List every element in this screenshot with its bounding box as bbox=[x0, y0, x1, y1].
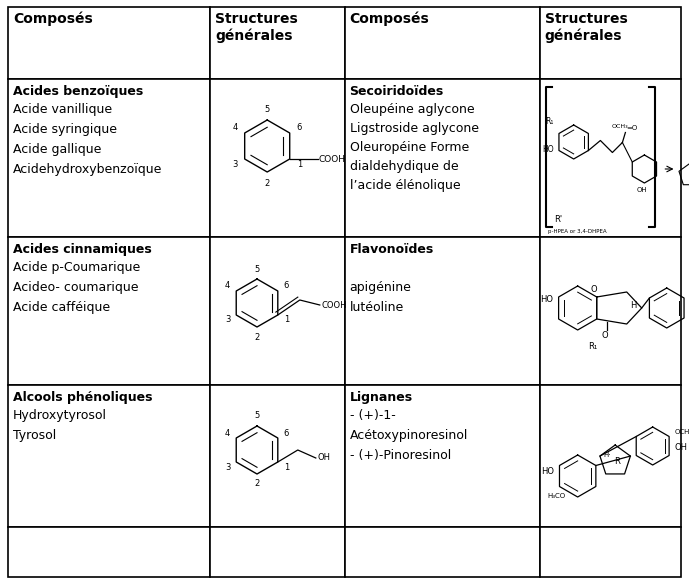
Text: apigénine: apigénine bbox=[349, 281, 411, 294]
Text: 4: 4 bbox=[232, 123, 238, 132]
Text: 3: 3 bbox=[225, 315, 230, 325]
Text: p-HPEA or 3,4-DHPEA: p-HPEA or 3,4-DHPEA bbox=[548, 229, 606, 234]
Text: Structures
générales: Structures générales bbox=[545, 12, 628, 43]
Text: Alcools phénoliques: Alcools phénoliques bbox=[13, 391, 152, 404]
Text: Lignanes: Lignanes bbox=[349, 391, 413, 404]
Text: OH: OH bbox=[318, 453, 331, 463]
Bar bbox=[344, 527, 539, 577]
Text: 2: 2 bbox=[254, 480, 260, 488]
Text: 6: 6 bbox=[296, 123, 302, 132]
Text: 6: 6 bbox=[284, 428, 289, 438]
Bar bbox=[8, 79, 210, 237]
Bar bbox=[539, 385, 681, 527]
Text: Ligstroside aglycone: Ligstroside aglycone bbox=[349, 122, 478, 135]
Text: HO: HO bbox=[539, 295, 553, 305]
Text: dialdehydique de: dialdehydique de bbox=[349, 160, 458, 173]
Text: lutéoline: lutéoline bbox=[349, 301, 404, 314]
Text: COOH: COOH bbox=[319, 154, 346, 163]
Text: Acétoxypinoresinol: Acétoxypinoresinol bbox=[349, 429, 468, 442]
Text: Acides cinnamiques: Acides cinnamiques bbox=[13, 243, 152, 256]
Text: 5: 5 bbox=[254, 264, 260, 274]
Bar bbox=[210, 385, 344, 527]
Text: OCH₃: OCH₃ bbox=[612, 125, 628, 129]
Text: Secoiridoïdes: Secoiridoïdes bbox=[349, 85, 444, 98]
Text: R₁: R₁ bbox=[545, 118, 554, 126]
Text: 1: 1 bbox=[297, 160, 302, 169]
Text: Hydroxytyrosol: Hydroxytyrosol bbox=[13, 409, 107, 422]
Text: =O: =O bbox=[626, 126, 637, 132]
Bar bbox=[8, 237, 210, 385]
Text: O: O bbox=[601, 332, 608, 340]
Bar bbox=[344, 237, 539, 385]
Text: OH: OH bbox=[675, 443, 688, 453]
Text: 4: 4 bbox=[225, 428, 230, 438]
Text: H: H bbox=[630, 301, 636, 309]
Bar bbox=[539, 527, 681, 577]
Text: 1: 1 bbox=[284, 315, 289, 325]
Text: Acides benzoïques: Acides benzoïques bbox=[13, 85, 143, 98]
Bar bbox=[539, 237, 681, 385]
Text: 3: 3 bbox=[232, 160, 238, 169]
Text: COOH: COOH bbox=[322, 301, 347, 309]
Text: R₁: R₁ bbox=[588, 342, 597, 351]
Text: O: O bbox=[590, 285, 597, 294]
Text: - (+)-1-: - (+)-1- bbox=[349, 409, 395, 422]
Text: Acide syringique: Acide syringique bbox=[13, 123, 117, 136]
Text: Flavonoïdes: Flavonoïdes bbox=[349, 243, 434, 256]
Text: H·: H· bbox=[604, 452, 611, 458]
Bar bbox=[539, 7, 681, 79]
Text: Structures
générales: Structures générales bbox=[215, 12, 298, 43]
Text: - (+)-Pinoresinol: - (+)-Pinoresinol bbox=[349, 449, 451, 462]
Bar bbox=[8, 7, 210, 79]
Text: OH: OH bbox=[637, 187, 648, 193]
Text: Composés: Composés bbox=[349, 12, 429, 26]
Bar bbox=[344, 385, 539, 527]
Text: Oleupéine aglycone: Oleupéine aglycone bbox=[349, 103, 474, 116]
Text: H₃CO: H₃CO bbox=[548, 493, 566, 499]
Text: HO: HO bbox=[541, 466, 554, 476]
Text: Acideo- coumarique: Acideo- coumarique bbox=[13, 281, 138, 294]
Text: 2: 2 bbox=[265, 178, 270, 188]
Text: 3: 3 bbox=[225, 463, 230, 472]
Text: R': R' bbox=[554, 215, 562, 224]
Bar bbox=[210, 79, 344, 237]
Text: Acidehydroxybenzoïque: Acidehydroxybenzoïque bbox=[13, 163, 163, 176]
Bar bbox=[8, 385, 210, 527]
Text: l’acide élénolique: l’acide élénolique bbox=[349, 179, 460, 192]
Bar bbox=[210, 7, 344, 79]
Text: Acide gallique: Acide gallique bbox=[13, 143, 101, 156]
Text: 2: 2 bbox=[254, 332, 260, 342]
Text: Oleuropéine Forme: Oleuropéine Forme bbox=[349, 141, 469, 154]
Text: Composés: Composés bbox=[13, 12, 93, 26]
Text: 1: 1 bbox=[284, 463, 289, 472]
Text: 6: 6 bbox=[284, 281, 289, 291]
Text: Acide cafféique: Acide cafféique bbox=[13, 301, 110, 314]
Text: 5: 5 bbox=[254, 411, 260, 421]
Bar bbox=[8, 527, 210, 577]
Text: R: R bbox=[614, 456, 620, 466]
Text: Tyrosol: Tyrosol bbox=[13, 429, 56, 442]
Text: 5: 5 bbox=[265, 105, 270, 113]
Bar bbox=[210, 527, 344, 577]
Text: Acide vanillique: Acide vanillique bbox=[13, 103, 112, 116]
Text: HO: HO bbox=[542, 146, 554, 154]
Bar bbox=[210, 237, 344, 385]
Text: 4: 4 bbox=[225, 281, 230, 291]
Bar bbox=[344, 79, 539, 237]
Text: OCH₃: OCH₃ bbox=[675, 429, 689, 435]
Bar bbox=[344, 7, 539, 79]
Text: Acide p-Coumarique: Acide p-Coumarique bbox=[13, 261, 141, 274]
Bar bbox=[539, 79, 681, 237]
